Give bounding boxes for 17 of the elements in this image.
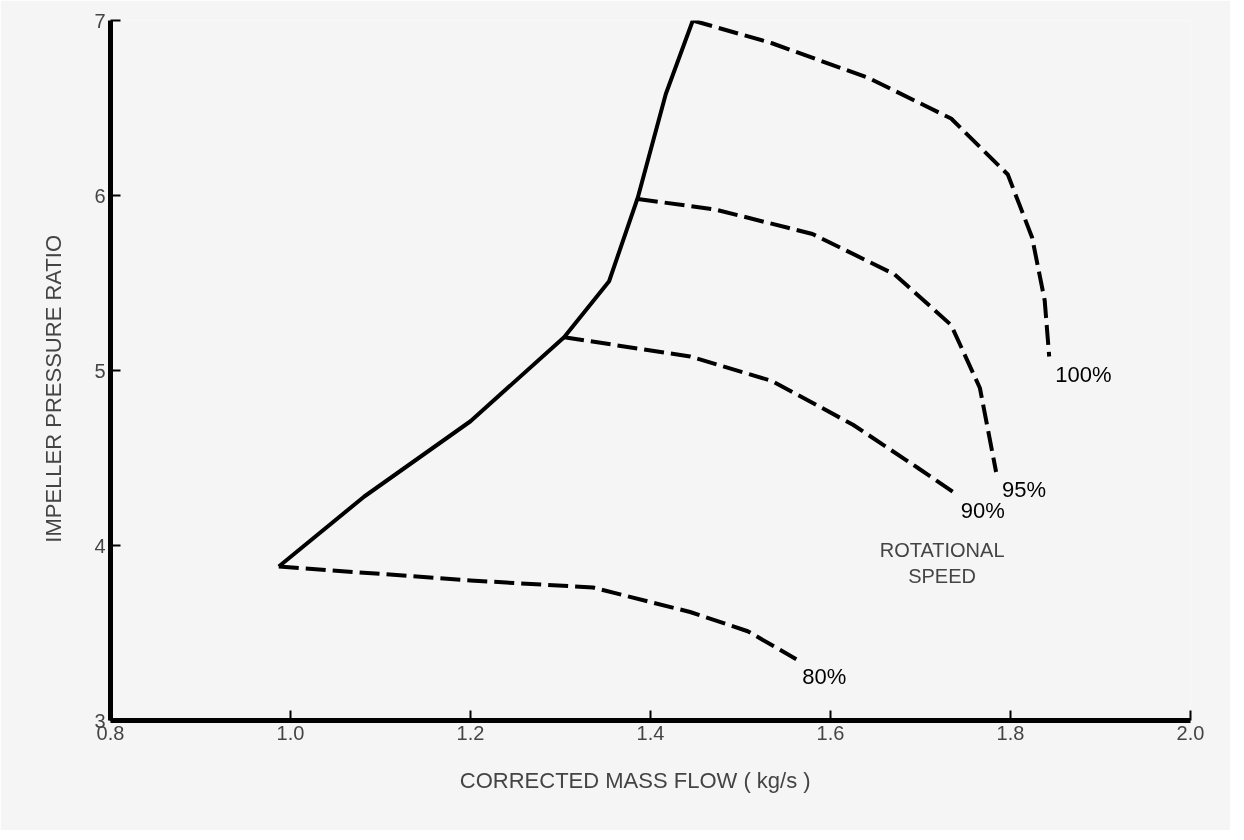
y-tick-label: 4: [94, 534, 106, 557]
series-label: 95%: [1002, 477, 1047, 502]
x-tick-label: 1.8: [996, 721, 1025, 744]
annotation: ROTATIONAL SPEED: [879, 539, 1005, 588]
x-axis-title: CORRECTED MASS FLOW ( kg/s ): [459, 767, 811, 793]
y-tick-label: 7: [94, 9, 106, 32]
y-tick-label: 6: [94, 184, 106, 207]
y-axis-title: IMPELLER PRESSURE RATIO: [41, 235, 67, 543]
y-tick-label: 5: [94, 359, 106, 382]
series-label: 80%: [802, 664, 847, 690]
x-tick-label: 1.0: [276, 721, 305, 744]
series-label: 100%: [1055, 361, 1112, 387]
x-tick-label: 1.2: [456, 721, 485, 744]
x-tick-label: 1.6: [816, 721, 845, 744]
x-tick-label: 2.0: [1176, 721, 1205, 744]
x-tick-label: 1.4: [636, 721, 665, 744]
series-label: 90%: [960, 498, 1005, 523]
